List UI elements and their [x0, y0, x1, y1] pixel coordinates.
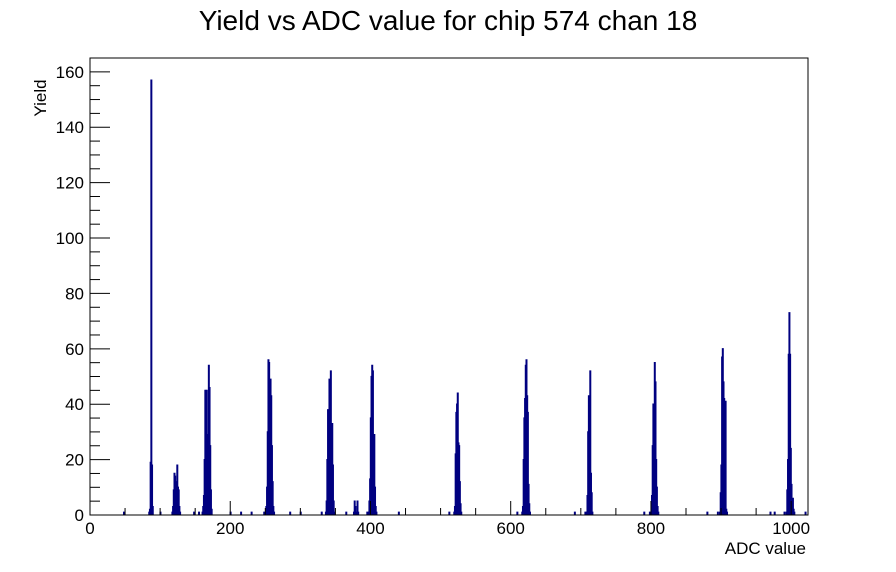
histogram-bin-138	[657, 511, 660, 515]
histogram-bin-164	[791, 497, 794, 515]
histogram-bin-21	[198, 511, 201, 515]
histogram-bin-102	[516, 511, 519, 515]
histogram-bin-90	[448, 511, 451, 515]
plot-frame	[89, 57, 809, 516]
histogram-bin-66	[331, 464, 334, 515]
histogram-bin-0	[123, 511, 126, 515]
histogram-bin-134	[654, 381, 657, 515]
y-tick-label: 140	[56, 118, 84, 137]
histogram-bin-19	[179, 511, 182, 515]
histogram-bin-149	[724, 400, 727, 515]
x-tick-label: 0	[85, 519, 94, 538]
histogram-bin-100	[459, 503, 462, 515]
histogram-bin-55	[320, 511, 323, 515]
histogram-bin-99	[458, 481, 461, 515]
histogram-bin-136	[655, 486, 658, 515]
histogram-bin-74	[356, 500, 359, 515]
histogram-bin-85	[373, 434, 376, 515]
histogram-bin-113	[528, 503, 531, 515]
histogram-bin-112	[527, 483, 530, 515]
y-tick-label: 0	[75, 506, 84, 525]
histogram-bin-89	[397, 511, 400, 515]
histogram-bin-116	[584, 511, 587, 515]
histogram-bin-50	[271, 481, 274, 515]
x-tick-label: 600	[497, 519, 525, 538]
histogram-bin-166	[793, 511, 796, 515]
y-tick-label: 60	[65, 340, 84, 359]
histogram-bin-18	[178, 506, 181, 515]
histogram-bin-76	[366, 511, 369, 515]
histogram-bin-115	[573, 511, 576, 515]
y-tick-label: 20	[65, 451, 84, 470]
histogram-bin-49	[270, 445, 273, 515]
histogram-bin-6	[151, 506, 154, 515]
histogram-bin-53	[289, 511, 292, 515]
histogram-bin-73	[355, 511, 358, 515]
x-tick-label: 400	[356, 519, 384, 538]
histogram-bin-69	[345, 511, 348, 515]
histogram-bin-75	[357, 511, 360, 515]
histogram-bin-139	[706, 511, 709, 515]
histogram-bin-137	[656, 506, 659, 515]
histogram-bin-72	[354, 506, 357, 515]
histogram-bin-125	[591, 511, 594, 515]
histogram-bin-87	[374, 506, 377, 515]
histogram-bin-162	[790, 483, 793, 515]
y-tick-label: 80	[65, 284, 84, 303]
histogram-bin-34	[209, 489, 212, 515]
histogram-bin-101	[460, 511, 463, 515]
histogram-bin-51	[272, 506, 275, 515]
y-axis-label: Yield	[31, 79, 50, 116]
histogram-bin-126	[643, 511, 646, 515]
y-tick-label: 40	[65, 395, 84, 414]
histogram-bars	[123, 79, 807, 515]
y-tick-label: 160	[56, 63, 84, 82]
histogram-bin-160	[789, 353, 792, 515]
histogram-bin-37	[240, 511, 243, 515]
x-tick-label: 200	[216, 519, 244, 538]
y-axis-ticks: 0 20 40 60 80 100 120 140 160	[56, 57, 110, 525]
histogram-bin-33	[209, 445, 212, 515]
histogram-bin-140	[716, 511, 719, 515]
x-axis-ticks: 0 200 400 600 800 1000	[85, 501, 810, 538]
histogram-bin-114	[528, 511, 531, 515]
x-axis-label: ADC value	[725, 539, 806, 558]
histogram-bin-35	[210, 508, 213, 515]
histogram-bin-68	[333, 511, 336, 515]
histogram-bin-127	[648, 511, 651, 515]
histogram-bin-5	[151, 464, 154, 515]
y-tick-label: 120	[56, 174, 84, 193]
histogram-bin-161	[789, 447, 792, 515]
histogram-bin-86	[374, 486, 377, 515]
histogram-bin-152	[769, 511, 772, 515]
histogram-bin-153	[773, 511, 776, 515]
histogram-bin-38	[250, 511, 253, 515]
histogram-bin-4	[150, 79, 153, 515]
y-tick-label: 100	[56, 229, 84, 248]
histogram-bin-52	[273, 511, 276, 515]
chart-title: Yield vs ADC value for chip 574 chan 18	[199, 5, 698, 36]
histogram-bin-154	[783, 511, 786, 515]
histogram-bin-151	[726, 511, 729, 515]
histogram-bin-17	[177, 489, 180, 515]
histogram-bin-39	[263, 511, 266, 515]
histogram-bin-20	[193, 511, 196, 515]
x-tick-label: 1000	[772, 519, 810, 538]
histogram-bin-67	[332, 500, 335, 515]
histogram-bin-167	[804, 511, 807, 515]
histogram-bin-98	[458, 445, 461, 515]
histogram-bin-124	[590, 492, 593, 515]
histogram-bin-122	[589, 370, 592, 515]
histogram-bin-111	[526, 411, 529, 515]
histogram-bin-88	[375, 511, 378, 515]
x-tick-label: 800	[637, 519, 665, 538]
